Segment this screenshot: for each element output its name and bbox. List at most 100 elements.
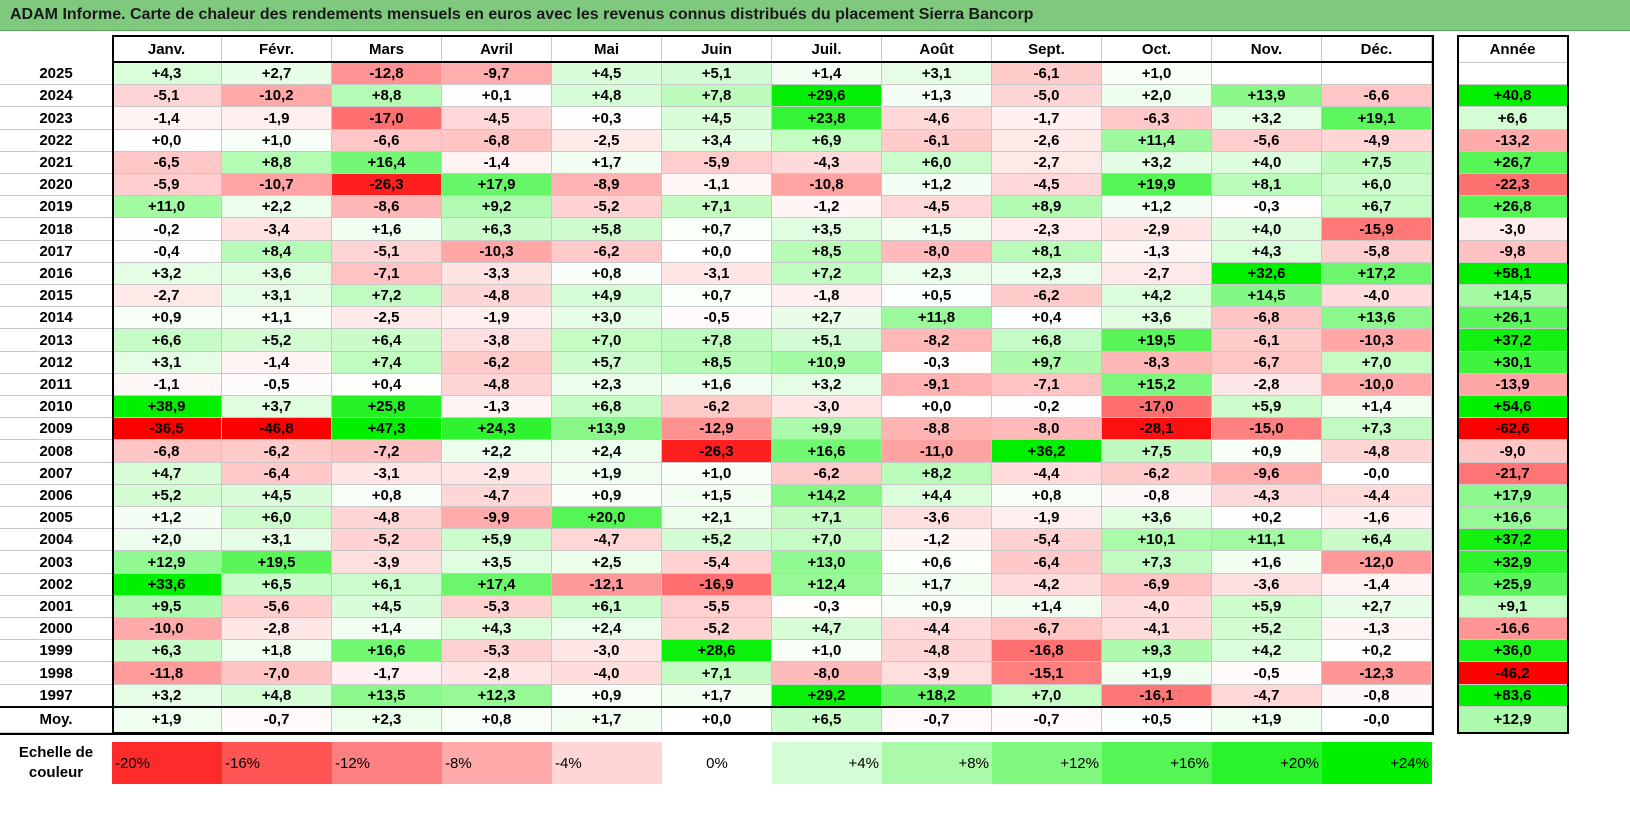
row-year-label: 2016 xyxy=(0,263,112,285)
heatmap-cell: +13,5 xyxy=(332,685,442,707)
heatmap-cell: -12,1 xyxy=(552,574,662,596)
average-row-label: Moy. xyxy=(0,707,112,733)
heatmap-cell: -3,1 xyxy=(332,463,442,485)
heatmap-cell: +4,0 xyxy=(1212,152,1322,174)
heatmap-cell: +19,9 xyxy=(1102,174,1212,196)
annual-cell: +58,1 xyxy=(1458,263,1568,285)
heatmap-cell: -12,9 xyxy=(662,418,772,440)
row-year-label: 2007 xyxy=(0,463,112,485)
color-scale-step: -4% xyxy=(552,742,662,784)
annual-cell: +9,1 xyxy=(1458,596,1568,618)
heatmap-cell: +18,2 xyxy=(882,685,992,707)
heatmap-cell: +9,2 xyxy=(442,196,552,218)
heatmap-cell: +3,2 xyxy=(112,263,222,285)
heatmap-cell: +2,5 xyxy=(552,551,662,574)
heatmap-cell: +5,9 xyxy=(1212,596,1322,618)
heatmap-cell: -2,5 xyxy=(552,130,662,152)
heatmap-cell: +2,2 xyxy=(222,196,332,218)
heatmap-cell: -4,5 xyxy=(442,107,552,130)
heatmap-cell: +17,4 xyxy=(442,574,552,596)
heatmap-cell: +1,7 xyxy=(882,574,992,596)
heatmap-cell: +4,3 xyxy=(1212,241,1322,263)
heatmap-cell: +1,5 xyxy=(662,485,772,507)
color-scale-step: -16% xyxy=(222,742,332,784)
column-header: Mars xyxy=(332,37,442,63)
heatmap-cell: -4,8 xyxy=(882,640,992,662)
heatmap-cell: +3,1 xyxy=(112,352,222,374)
heatmap-cell: -10,0 xyxy=(1322,374,1432,396)
average-annual-cell: +12,9 xyxy=(1458,707,1568,733)
heatmap-cell: +6,4 xyxy=(1322,529,1432,551)
heatmap-cell: +6,8 xyxy=(992,329,1102,352)
heatmap-cell: +28,6 xyxy=(662,640,772,662)
heatmap-cell: -1,7 xyxy=(992,107,1102,130)
heatmap-cell: +16,6 xyxy=(772,440,882,463)
annual-cell: -22,3 xyxy=(1458,174,1568,196)
page-title: ADAM Informe. Carte de chaleur des rende… xyxy=(10,6,1034,23)
heatmap-cell: +1,4 xyxy=(332,618,442,640)
annual-cell: -16,6 xyxy=(1458,618,1568,640)
heatmap-cell: -1,4 xyxy=(222,352,332,374)
heatmap-cell: +5,8 xyxy=(552,218,662,241)
heatmap-cell: +7,1 xyxy=(662,662,772,685)
heatmap-cell: -3,4 xyxy=(222,218,332,241)
heatmap-cell: -2,9 xyxy=(1102,218,1212,241)
heatmap-cell: -4,1 xyxy=(1102,618,1212,640)
heatmap-cell: -1,9 xyxy=(442,307,552,329)
heatmap-cell: -4,7 xyxy=(552,529,662,551)
heatmap-cell: +1,7 xyxy=(552,152,662,174)
heatmap-cell: -26,3 xyxy=(332,174,442,196)
heatmap-cell: +7,2 xyxy=(772,263,882,285)
heatmap-cell: +2,4 xyxy=(552,440,662,463)
row-year-label: 2024 xyxy=(0,85,112,107)
annual-cell: -3,0 xyxy=(1458,218,1568,241)
column-header: Sept. xyxy=(992,37,1102,63)
heatmap-cell: +8,5 xyxy=(662,352,772,374)
heatmap-cell: +10,1 xyxy=(1102,529,1212,551)
heatmap-cell: -1,3 xyxy=(1322,618,1432,640)
color-scale-step: +8% xyxy=(882,742,992,784)
heatmap-cell: +13,9 xyxy=(552,418,662,440)
annual-cell: +32,9 xyxy=(1458,551,1568,574)
heatmap-cell: -0,3 xyxy=(1212,196,1322,218)
color-scale-step: +20% xyxy=(1212,742,1322,784)
heatmap-cell: -15,1 xyxy=(992,662,1102,685)
annual-cell: +17,9 xyxy=(1458,485,1568,507)
average-cell: -0,7 xyxy=(992,707,1102,733)
heatmap-cell: +9,5 xyxy=(112,596,222,618)
heatmap-cell: -9,7 xyxy=(442,63,552,85)
heatmap-cell: +29,2 xyxy=(772,685,882,707)
column-header: Août xyxy=(882,37,992,63)
column-header: Juil. xyxy=(772,37,882,63)
heatmap-cell: -6,2 xyxy=(662,396,772,418)
annual-cell: -9,0 xyxy=(1458,440,1568,463)
heatmap-cell: +3,2 xyxy=(112,685,222,707)
heatmap-cell: +7,3 xyxy=(1322,418,1432,440)
heatmap-cell: -5,9 xyxy=(662,152,772,174)
heatmap-cell: -5,3 xyxy=(442,596,552,618)
heatmap-cell: +4,9 xyxy=(552,285,662,307)
color-scale-step: +16% xyxy=(1102,742,1212,784)
heatmap-cell: -6,1 xyxy=(1212,329,1322,352)
heatmap-cell: +2,7 xyxy=(222,63,332,85)
heatmap-cell: -0,8 xyxy=(1102,485,1212,507)
heatmap-cell: +0,0 xyxy=(882,396,992,418)
heatmap-cell: +7,1 xyxy=(662,196,772,218)
annual-cell: +54,6 xyxy=(1458,396,1568,418)
heatmap-cell: -8,3 xyxy=(1102,352,1212,374)
heatmap-cell: +7,2 xyxy=(332,285,442,307)
heatmap-cell: +3,7 xyxy=(222,396,332,418)
heatmap-cell: -1,3 xyxy=(1102,241,1212,263)
heatmap-cell: +8,4 xyxy=(222,241,332,263)
heatmap-cell: +1,6 xyxy=(1212,551,1322,574)
heatmap-cell: +7,8 xyxy=(662,329,772,352)
annual-cell: +6,6 xyxy=(1458,107,1568,130)
heatmap-cell: +2,0 xyxy=(1102,85,1212,107)
heatmap-cell: -1,6 xyxy=(1322,507,1432,529)
heatmap-cell: +47,3 xyxy=(332,418,442,440)
heatmap-cell: +6,1 xyxy=(552,596,662,618)
heatmap-cell: +6,0 xyxy=(1322,174,1432,196)
heatmap-cell: +4,5 xyxy=(552,63,662,85)
heatmap-cell: +7,3 xyxy=(1102,551,1212,574)
heatmap-cell: -12,0 xyxy=(1322,551,1432,574)
